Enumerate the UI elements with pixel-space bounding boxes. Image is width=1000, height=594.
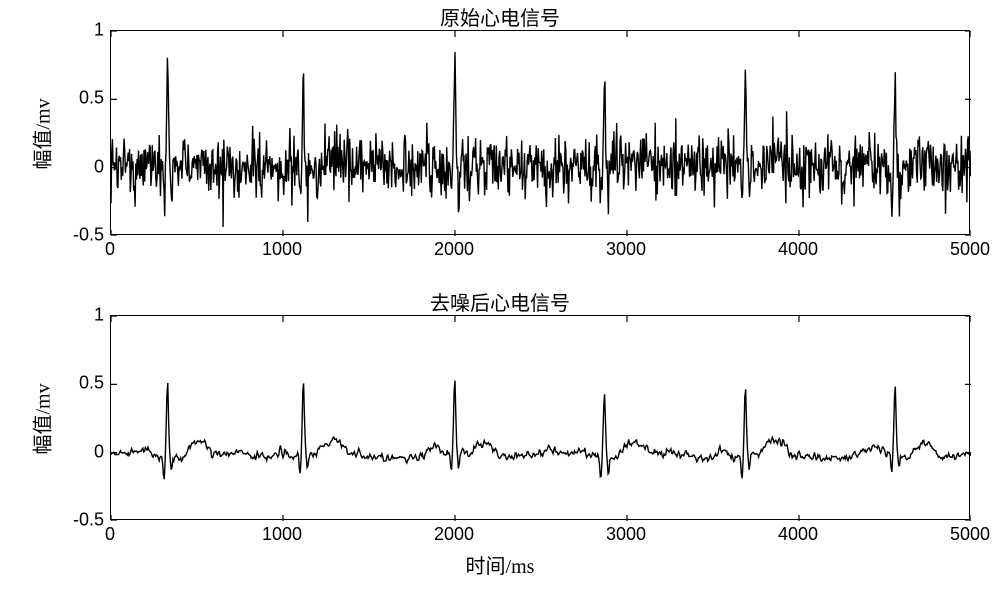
xtick-label: 4000: [778, 524, 818, 545]
ytick-label: -0.5: [60, 225, 104, 246]
xtick-label: 0: [105, 524, 115, 545]
xtick-label: 3000: [606, 524, 646, 545]
xtick-label: 2000: [434, 239, 474, 260]
ytick-label: 1: [60, 20, 104, 41]
ytick-label: -0.5: [60, 510, 104, 531]
panel-denoised-box: [110, 315, 970, 520]
ytick-label: 0.5: [60, 88, 104, 109]
panel-denoised-title: 去噪后心电信号: [0, 287, 1000, 316]
panel-denoised-xlabel: 时间/ms: [0, 550, 1000, 579]
panel-raw-title: 原始心电信号: [0, 2, 1000, 31]
xtick-label: 4000: [778, 239, 818, 260]
xtick-label: 1000: [262, 524, 302, 545]
panel-raw-svg: [111, 31, 971, 236]
xtick-label: 5000: [950, 239, 990, 260]
panel-denoised-ylabel: 幅值/mv: [27, 385, 56, 455]
panel-raw-ylabel: 幅值/mv: [27, 100, 56, 170]
ytick-label: 0.5: [60, 373, 104, 394]
ytick-label: 0: [60, 441, 104, 462]
xtick-label: 3000: [606, 239, 646, 260]
figure-root: 原始心电信号 幅值/mv -0.500.51 01000200030004000…: [0, 0, 1000, 594]
panel-raw-box: [110, 30, 970, 235]
ytick-label: 1: [60, 305, 104, 326]
xtick-label: 2000: [434, 524, 474, 545]
ytick-label: 0: [60, 156, 104, 177]
xtick-label: 1000: [262, 239, 302, 260]
xtick-label: 5000: [950, 524, 990, 545]
panel-denoised-svg: [111, 316, 971, 521]
xtick-label: 0: [105, 239, 115, 260]
